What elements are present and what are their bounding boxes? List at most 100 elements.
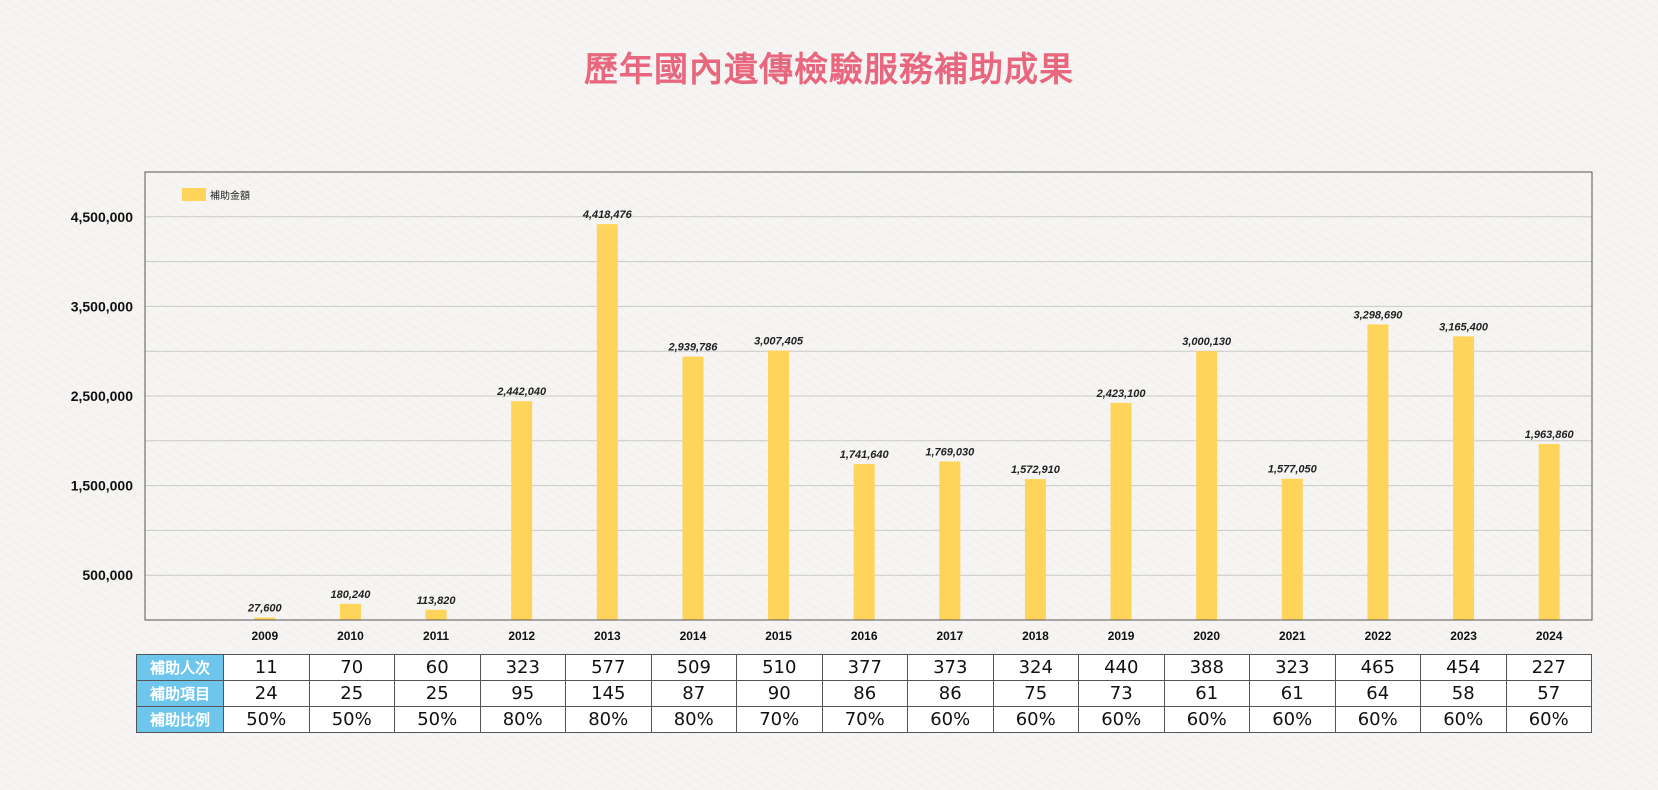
table-cell: 80% xyxy=(650,706,737,733)
table-cell: 25 xyxy=(394,680,481,707)
legend-swatch xyxy=(182,188,206,201)
data-label: 180,240 xyxy=(331,589,372,601)
table-cell: 25 xyxy=(308,680,395,707)
bar xyxy=(339,603,361,620)
table-cell: 373 xyxy=(907,654,994,681)
table-cell: 227 xyxy=(1505,654,1592,681)
row-header: 補助比例 xyxy=(136,706,224,733)
stats-table: 補助人次 11 70 60 323 577 509 510 377 373 324 440 388 323… xyxy=(136,654,1592,733)
data-label: 2,939,786 xyxy=(667,342,718,354)
table-cell: 60% xyxy=(907,706,994,733)
bar xyxy=(1453,336,1475,620)
table-cell: 70% xyxy=(736,706,823,733)
legend: 補助金額 xyxy=(182,188,250,202)
table-cell: 70 xyxy=(308,654,395,681)
table-cell: 80% xyxy=(565,706,652,733)
table-cell: 50% xyxy=(223,706,310,733)
bar xyxy=(1281,478,1303,620)
data-label: 3,165,400 xyxy=(1439,321,1489,333)
table-cell: 50% xyxy=(394,706,481,733)
data-label: 1,577,050 xyxy=(1268,464,1318,476)
bar xyxy=(939,461,961,620)
table-cell: 57 xyxy=(1505,680,1592,707)
plot-frame xyxy=(144,171,1593,621)
table-cell: 324 xyxy=(992,654,1079,681)
x-tick-label: 2021 xyxy=(1279,629,1306,643)
bar xyxy=(254,617,276,620)
table-cell: 86 xyxy=(907,680,994,707)
table-cell: 90 xyxy=(736,680,823,707)
data-label: 27,600 xyxy=(247,603,283,615)
table-cell: 454 xyxy=(1420,654,1507,681)
data-label: 4,418,476 xyxy=(582,209,633,221)
table-cell: 60% xyxy=(1163,706,1250,733)
y-tick-label: 4,500,000 xyxy=(71,209,133,225)
table-cell: 323 xyxy=(1249,654,1336,681)
chart-title: 歷年國內遺傳檢驗服務補助成果 xyxy=(584,50,1074,90)
table-cell: 60% xyxy=(1078,706,1165,733)
data-label: 1,741,640 xyxy=(840,449,890,461)
x-tick-label: 2009 xyxy=(251,629,278,643)
table-cell: 60% xyxy=(1334,706,1421,733)
table-cell: 465 xyxy=(1334,654,1421,681)
x-tick-label: 2023 xyxy=(1450,629,1477,643)
table-cell: 11 xyxy=(223,654,310,681)
data-label: 1,963,860 xyxy=(1525,429,1575,441)
legend-label: 補助金額 xyxy=(210,189,250,202)
x-tick-label: 2020 xyxy=(1193,629,1220,643)
table-cell: 510 xyxy=(736,654,823,681)
table-cell: 60% xyxy=(1249,706,1336,733)
table-cell: 24 xyxy=(223,680,310,707)
x-tick-label: 2016 xyxy=(851,629,878,643)
data-label: 3,000,130 xyxy=(1182,336,1232,348)
table-row: 補助比例 50% 50% 50% 80% 80% 80% 70% 70% 60% 60% 60% 60%… xyxy=(136,706,1592,733)
bars xyxy=(254,224,1560,620)
table-cell: 58 xyxy=(1420,680,1507,707)
table-cell: 323 xyxy=(479,654,566,681)
x-tick-label: 2018 xyxy=(1022,629,1049,643)
bar xyxy=(1538,444,1560,620)
table-cell: 80% xyxy=(479,706,566,733)
bar xyxy=(1196,351,1218,620)
table-cell: 60 xyxy=(394,654,481,681)
x-tick-label: 2010 xyxy=(337,629,364,643)
data-label: 113,820 xyxy=(417,595,457,607)
data-label: 2,442,040 xyxy=(496,386,547,398)
bar xyxy=(768,350,790,620)
x-tick-label: 2022 xyxy=(1365,629,1392,643)
row-header: 補助項目 xyxy=(136,680,224,707)
bar xyxy=(511,401,533,620)
data-label: 2,423,100 xyxy=(1096,388,1147,400)
table-cell: 60% xyxy=(1420,706,1507,733)
x-tick-label: 2015 xyxy=(765,629,792,643)
x-tick-label: 2013 xyxy=(594,629,621,643)
x-axis-labels: 2009 2010 2011 2012 2013 2014 2015 2016 2017 2018… xyxy=(251,629,1562,643)
x-tick-label: 2019 xyxy=(1108,629,1135,643)
table-cell: 509 xyxy=(650,654,737,681)
table-cell: 73 xyxy=(1078,680,1165,707)
x-tick-label: 2024 xyxy=(1536,629,1563,643)
x-tick-label: 2011 xyxy=(423,629,449,643)
x-tick-label: 2014 xyxy=(680,629,707,643)
bar xyxy=(1367,324,1389,620)
bar xyxy=(1110,402,1132,620)
gridlines xyxy=(145,216,1592,576)
bar-chart: 500,000 1,500,000 2,500,000 3,500,000 4,500,… xyxy=(71,171,1593,643)
bar xyxy=(682,356,704,620)
table-row: 補助人次 11 70 60 323 577 509 510 377 373 324 440 388 323… xyxy=(136,654,1592,681)
table-cell: 145 xyxy=(565,680,652,707)
table-cell: 64 xyxy=(1334,680,1421,707)
table-cell: 61 xyxy=(1249,680,1336,707)
bar xyxy=(1024,479,1046,620)
table-cell: 75 xyxy=(992,680,1079,707)
x-tick-label: 2012 xyxy=(508,629,535,643)
table-cell: 87 xyxy=(650,680,737,707)
table-cell: 70% xyxy=(821,706,908,733)
y-tick-label: 500,000 xyxy=(82,567,133,583)
data-label: 3,298,690 xyxy=(1353,309,1403,321)
data-labels: 27,600 180,240 113,820 2,442,040 4,418,476 2,… xyxy=(247,209,1575,614)
table-cell: 388 xyxy=(1163,654,1250,681)
table-cell: 95 xyxy=(479,680,566,707)
bar xyxy=(853,463,875,620)
table-cell: 86 xyxy=(821,680,908,707)
